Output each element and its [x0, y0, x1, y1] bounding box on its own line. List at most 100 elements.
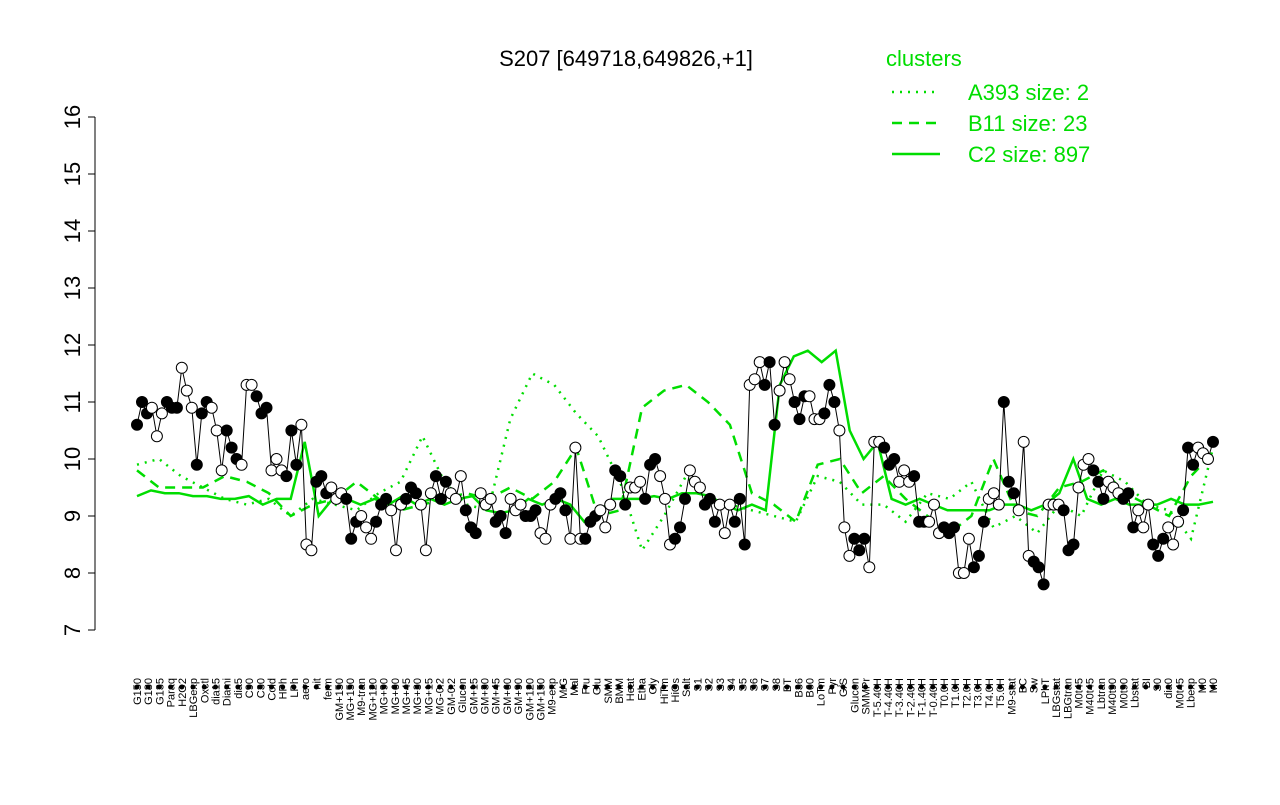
- x-tick-label: S5: [737, 678, 749, 691]
- x-marker: [851, 684, 857, 690]
- x-tick-label: MG+120: [367, 678, 379, 721]
- data-point: [992, 498, 1005, 511]
- x-marker: [504, 684, 510, 690]
- data-point: [659, 492, 671, 505]
- data-point: [195, 407, 208, 420]
- data-point: [325, 481, 338, 494]
- data-point: [723, 498, 736, 511]
- x-marker: [751, 684, 756, 690]
- x-tick-label: G135: [154, 678, 166, 705]
- x-marker: [1087, 684, 1093, 690]
- x-tick-label: M/G: [558, 678, 570, 699]
- x-marker: [246, 684, 252, 690]
- data-point: [449, 492, 462, 505]
- data-point: [385, 504, 398, 517]
- x-tick-label: BMM: [614, 678, 626, 704]
- data-point: [823, 378, 836, 391]
- data-point: [604, 498, 617, 511]
- x-tick-label: Salt: [681, 678, 693, 697]
- x-tick-label: G180: [143, 678, 155, 705]
- x-tick-label: aero: [300, 678, 312, 700]
- x-marker: [638, 684, 644, 690]
- data-point: [270, 453, 283, 465]
- data-point: [733, 492, 746, 505]
- x-marker: [358, 684, 364, 690]
- x-tick-label: M0: [1197, 678, 1209, 693]
- x-tick-label: LoTm: [816, 678, 828, 706]
- x-marker: [1210, 684, 1216, 690]
- data-point: [833, 424, 846, 437]
- x-tick-label: T0.0H: [939, 678, 951, 708]
- data-point: [708, 515, 721, 528]
- y-tick-label: 15: [60, 162, 85, 186]
- x-marker: [1188, 684, 1194, 690]
- data-point: [1127, 521, 1140, 534]
- data-point: [290, 458, 303, 471]
- x-tick-label: C30: [255, 678, 267, 698]
- data-point: [843, 549, 856, 562]
- data-point: [793, 413, 806, 426]
- data-point: [355, 510, 368, 522]
- x-tick-label: GM+90: [513, 678, 525, 714]
- y-axis: 7 8 9 10 11 12 13 14 15 16: [60, 105, 96, 636]
- x-marker: [201, 684, 207, 690]
- data-point: [265, 464, 278, 477]
- x-marker: [762, 684, 768, 690]
- data-point: [365, 532, 378, 545]
- legend-item-label: B11 size: 23: [968, 111, 1087, 136]
- x-marker: [425, 684, 431, 690]
- data-point: [923, 515, 936, 528]
- data-point: [1012, 504, 1025, 517]
- x-tick-label: Cold: [267, 678, 279, 701]
- x-marker: [605, 684, 611, 690]
- x-tick-label: GM+150: [536, 678, 548, 721]
- x-marker: [694, 684, 700, 690]
- x-marker: [1076, 684, 1081, 690]
- x-marker: [257, 684, 263, 690]
- x-tick-label: G/S: [838, 678, 850, 697]
- data-point: [1157, 532, 1170, 545]
- x-marker: [829, 684, 835, 690]
- x-tick-label: LBGstat: [1051, 678, 1063, 718]
- x-tick-label: M0t45: [1074, 678, 1086, 709]
- x-marker: [863, 684, 868, 690]
- x-marker: [414, 684, 420, 690]
- data-point: [454, 470, 467, 483]
- data-point: [499, 527, 512, 540]
- data-point: [554, 487, 567, 500]
- x-marker: [941, 684, 947, 690]
- series-line: [136, 361, 1214, 585]
- data-point: [758, 378, 771, 391]
- x-tick-label: S6: [749, 678, 761, 691]
- data-point: [419, 544, 432, 557]
- x-marker: [1109, 684, 1115, 690]
- y-tick-label: 11: [60, 391, 85, 414]
- data-point: [1207, 435, 1219, 448]
- x-marker: [1042, 684, 1048, 690]
- data-point: [1187, 458, 1200, 471]
- data-point: [539, 532, 552, 545]
- data-point: [783, 373, 796, 386]
- data-point: [1087, 464, 1100, 477]
- x-marker: [717, 684, 723, 690]
- x-marker: [952, 684, 958, 690]
- data-point: [683, 464, 696, 477]
- x-marker: [437, 684, 443, 690]
- x-tick-label: HiTm: [659, 678, 671, 704]
- data-point: [1152, 549, 1165, 562]
- x-marker: [1120, 684, 1126, 690]
- x-tick-label: SMM: [603, 678, 615, 704]
- data-point: [619, 498, 632, 511]
- x-tick-label: Gly: [648, 678, 660, 695]
- x-marker: [986, 684, 992, 690]
- data-point: [260, 401, 273, 414]
- x-tick-label: MG+30: [412, 678, 424, 714]
- x-tick-label: Fru: [580, 678, 592, 695]
- x-tick-label: HiOs: [670, 678, 682, 703]
- data-point: [1057, 504, 1070, 517]
- data-point: [639, 492, 652, 505]
- x-tick-label: dia5: [233, 678, 245, 699]
- data-point: [345, 532, 358, 545]
- x-tick-label: LBGexp: [188, 678, 200, 718]
